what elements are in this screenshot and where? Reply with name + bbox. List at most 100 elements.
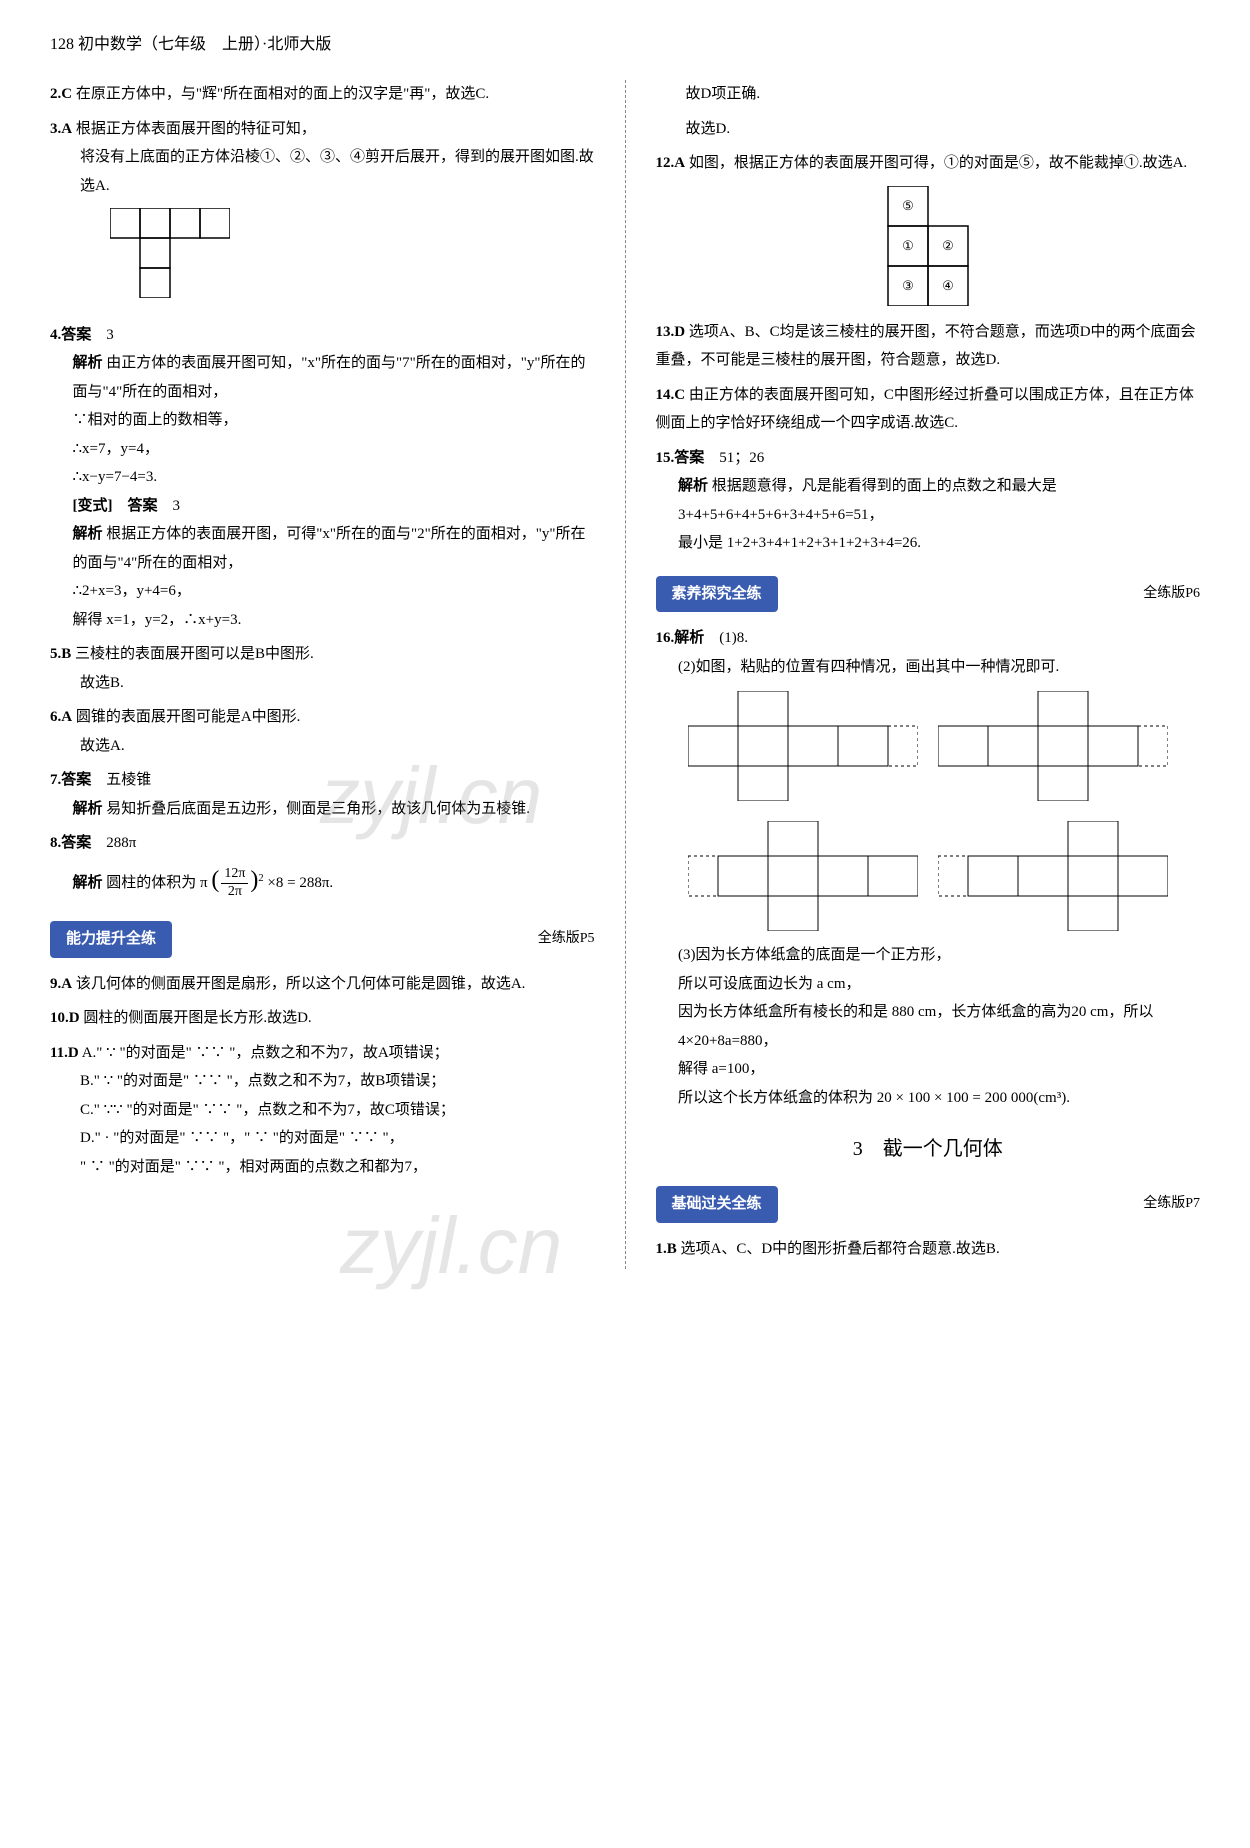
question-1b: 1.B 选项A、C、D中的图形折叠后都符合题意.故选B. (656, 1235, 1201, 1264)
q6-num: 6.A (50, 709, 72, 725)
question-11: 11.D A." ∵ "的对面是" ∵∵ "，点数之和不为7，故A项错误； B.… (50, 1039, 595, 1182)
q2-num: 2.C (50, 86, 72, 102)
svg-text:②: ② (942, 238, 954, 253)
question-16: 16.解析 (1)8. (2)如图，粘贴的位置有四种情况，画出其中一种情况即可. (656, 624, 1201, 1112)
q12-figure: ⑤ ① ② ③ ④ (656, 186, 1201, 306)
q10-num: 10.D (50, 1010, 80, 1026)
q5-num: 5.B (50, 646, 71, 662)
q7-jx: 易知折叠后底面是五边形，侧面是三角形，故该几何体为五棱锥. (106, 801, 530, 817)
q16-p3-l1: (3)因为长方体纸盒的底面是一个正方形， (656, 941, 1201, 970)
question-5: 5.B 三棱柱的表面展开图可以是B中图形. 故选B. (50, 640, 595, 697)
question-3: 3.A 根据正方体表面展开图的特征可知， 将没有上底面的正方体沿棱①、②、③、④… (50, 115, 595, 309)
section-ability: 能力提升全练 全练版P5 (50, 921, 595, 958)
q6-text: 圆锥的表面展开图可能是A中图形. (76, 709, 301, 725)
q11-c: C." ∵∵ "的对面是" ∵∵ "，点数之和不为7，故C项错误； (50, 1096, 595, 1125)
q11-d2: " ∵ "的对面是" ∵∵ "，相对两面的点数之和都为7， (50, 1153, 595, 1182)
q15-ans: 51；26 (719, 450, 764, 466)
q5-text2: 故选B. (50, 669, 595, 698)
section-basic: 基础过关全练 全练版P7 (656, 1186, 1201, 1223)
question-13: 13.D 选项A、B、C均是该三棱柱的展开图，不符合题意，而选项D中的两个底面会… (656, 318, 1201, 375)
q7-jx-label: 解析 (73, 801, 103, 817)
question-14: 14.C 由正方体的表面展开图可知，C中图形经过折叠可以围成正方体，且在正方体侧… (656, 381, 1201, 438)
q4-bjx3: 解得 x=1，y=2，∴x+y=3. (50, 606, 595, 635)
svg-text:④: ④ (942, 278, 954, 293)
q3-figure (110, 208, 595, 309)
q12-text: 如图，根据正方体的表面展开图可得，①的对面是⑤，故不能裁掉①.故选A. (689, 155, 1187, 171)
q9-text: 该几何体的侧面展开图是扇形，所以这个几何体可能是圆锥，故选A. (76, 976, 526, 992)
q15-jx2: 最小是 1+2+3+4+1+2+3+1+2+3+4=26. (656, 529, 1201, 558)
q7-num: 7.答案 (50, 772, 91, 788)
q16-p3-l5: 所以这个长方体纸盒的体积为 20 × 100 × 100 = 200 000(c… (656, 1084, 1201, 1113)
q4-bs-label: [变式] 答案 (73, 498, 158, 514)
q8-jx-label: 解析 (73, 875, 103, 891)
q4-bs-ans: 3 (173, 498, 181, 514)
section-suzhi: 素养探究全练 全练版P6 (656, 576, 1201, 613)
section-ability-label: 能力提升全练 (50, 921, 172, 958)
section-suzhi-label: 素养探究全练 (656, 576, 778, 613)
q4-bjx: 根据正方体的表面展开图，可得"x"所在的面与"2"所在的面相对，"y"所在的面与… (73, 526, 586, 571)
right-column: 故D项正确. 故选D. 12.A 如图，根据正方体的表面展开图可得，①的对面是⑤… (656, 80, 1201, 1269)
q7-ans: 五棱锥 (106, 772, 151, 788)
q15-jx1: 根据题意得，凡是能看得到的面上的点数之和最大是 3+4+5+6+4+5+6+3+… (678, 478, 1057, 523)
q16-p3-l4: 解得 a=100， (656, 1055, 1201, 1084)
q11-a: A." ∵ "的对面是" ∵∵ "，点数之和不为7，故A项错误； (82, 1045, 449, 1061)
section-ability-ref: 全练版P5 (538, 926, 595, 953)
q13-text: 选项A、B、C均是该三棱柱的展开图，不符合题意，而选项D中的两个底面会重叠，不可… (656, 324, 1196, 369)
q1b-text: 选项A、C、D中的图形折叠后都符合题意.故选B. (681, 1241, 1000, 1257)
section-basic-label: 基础过关全练 (656, 1186, 778, 1223)
column-divider (625, 80, 626, 1269)
q11-cont1: 故D项正确. (656, 80, 1201, 109)
question-6: 6.A 圆锥的表面展开图可能是A中图形. 故选A. (50, 703, 595, 760)
q16-p3-l3: 因为长方体纸盒所有棱长的和是 880 cm，长方体纸盒的高为20 cm，所以 4… (656, 998, 1201, 1055)
question-8: 8.答案 288π 解析 圆柱的体积为 π (12π2π)2 ×8 = 288π… (50, 829, 595, 903)
left-column: 2.C 在原正方体中，与"辉"所在面相对的面上的汉字是"再"，故选C. 3.A … (50, 80, 595, 1269)
q2-text: 在原正方体中，与"辉"所在面相对的面上的汉字是"再"，故选C. (76, 86, 489, 102)
question-7: 7.答案 五棱锥 解析 易知折叠后底面是五边形，侧面是三角形，故该几何体为五棱锥… (50, 766, 595, 823)
question-10: 10.D 圆柱的侧面展开图是长方形.故选D. (50, 1004, 595, 1033)
q13-num: 13.D (656, 324, 686, 340)
q15-jx-label: 解析 (678, 478, 708, 494)
q14-num: 14.C (656, 387, 686, 403)
q16-p3-l2: 所以可设底面边长为 a cm， (656, 970, 1201, 999)
q12-num: 12.A (656, 155, 686, 171)
q16-figure (656, 691, 1201, 931)
q4-jx3: ∴x=7，y=4， (50, 435, 595, 464)
q4-jx-label: 解析 (73, 355, 103, 371)
q4-jx2: ∵相对的面上的数相等， (50, 406, 595, 435)
q11-num: 11.D (50, 1045, 79, 1061)
q4-jx1: 由正方体的表面展开图可知，"x"所在的面与"7"所在的面相对，"y"所在的面与"… (73, 355, 586, 400)
q10-text: 圆柱的侧面展开图是长方形.故选D. (83, 1010, 311, 1026)
section-basic-ref: 全练版P7 (1143, 1191, 1200, 1218)
q3-line2: 将没有上底面的正方体沿棱①、②、③、④剪开后展开，得到的展开图如图.故选A. (50, 143, 595, 200)
q16-num: 16.解析 (656, 630, 705, 646)
q4-ans: 3 (106, 327, 114, 343)
q16-p2: (2)如图，粘贴的位置有四种情况，画出其中一种情况即可. (656, 653, 1201, 682)
q6-text2: 故选A. (50, 732, 595, 761)
svg-text:⑤: ⑤ (902, 198, 914, 213)
section-suzhi-ref: 全练版P6 (1143, 581, 1200, 608)
q4-jx4: ∴x−y=7−4=3. (50, 463, 595, 492)
q3-num: 3.A (50, 121, 72, 137)
section-3-title: 3 截一个几何体 (656, 1130, 1201, 1168)
q14-text: 由正方体的表面展开图可知，C中图形经过折叠可以围成正方体，且在正方体侧面上的字恰… (656, 387, 1194, 432)
q11-cont2: 故选D. (656, 115, 1201, 144)
question-2: 2.C 在原正方体中，与"辉"所在面相对的面上的汉字是"再"，故选C. (50, 80, 595, 109)
question-9: 9.A 该几何体的侧面展开图是扇形，所以这个几何体可能是圆锥，故选A. (50, 970, 595, 999)
q5-text: 三棱柱的表面展开图可以是B中图形. (75, 646, 314, 662)
svg-text:①: ① (902, 238, 914, 253)
svg-text:③: ③ (902, 278, 914, 293)
q1b-num: 1.B (656, 1241, 677, 1257)
page-header: 128 初中数学（七年级 上册）·北师大版 (50, 30, 1200, 60)
q4-num: 4.答案 (50, 327, 91, 343)
q3-text: 根据正方体表面展开图的特征可知， (76, 121, 316, 137)
q9-num: 9.A (50, 976, 72, 992)
q4-bjx2: ∴2+x=3，y+4=6， (50, 577, 595, 606)
q8-ans: 288π (106, 835, 136, 851)
question-12: 12.A 如图，根据正方体的表面展开图可得，①的对面是⑤，故不能裁掉①.故选A.… (656, 149, 1201, 306)
q16-p1: (1)8. (719, 630, 748, 646)
q8-frac: 12π2π (221, 866, 248, 901)
q8-suffix: ×8 = 288π. (267, 875, 333, 891)
question-15: 15.答案 51；26 解析 根据题意得，凡是能看得到的面上的点数之和最大是 3… (656, 444, 1201, 558)
content-columns: 2.C 在原正方体中，与"辉"所在面相对的面上的汉字是"再"，故选C. 3.A … (50, 80, 1200, 1269)
question-4: 4.答案 3 解析 由正方体的表面展开图可知，"x"所在的面与"7"所在的面相对… (50, 321, 595, 635)
